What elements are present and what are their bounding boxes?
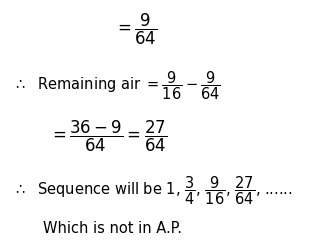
Text: $\therefore$  Sequence will be 1, $\dfrac{3}{4}$, $\dfrac{9}{16}$, $\dfrac{27}{6: $\therefore$ Sequence will be 1, $\dfrac… [13,175,292,207]
Text: Which is not in A.P.: Which is not in A.P. [43,221,182,236]
Text: $= \dfrac{9}{64}$: $= \dfrac{9}{64}$ [114,11,158,47]
Text: $\therefore$  Remaining air $= \dfrac{9}{16} - \dfrac{9}{64}$: $\therefore$ Remaining air $= \dfrac{9}{… [13,70,221,102]
Text: $= \dfrac{36-9}{64} = \dfrac{27}{64}$: $= \dfrac{36-9}{64} = \dfrac{27}{64}$ [49,119,167,154]
